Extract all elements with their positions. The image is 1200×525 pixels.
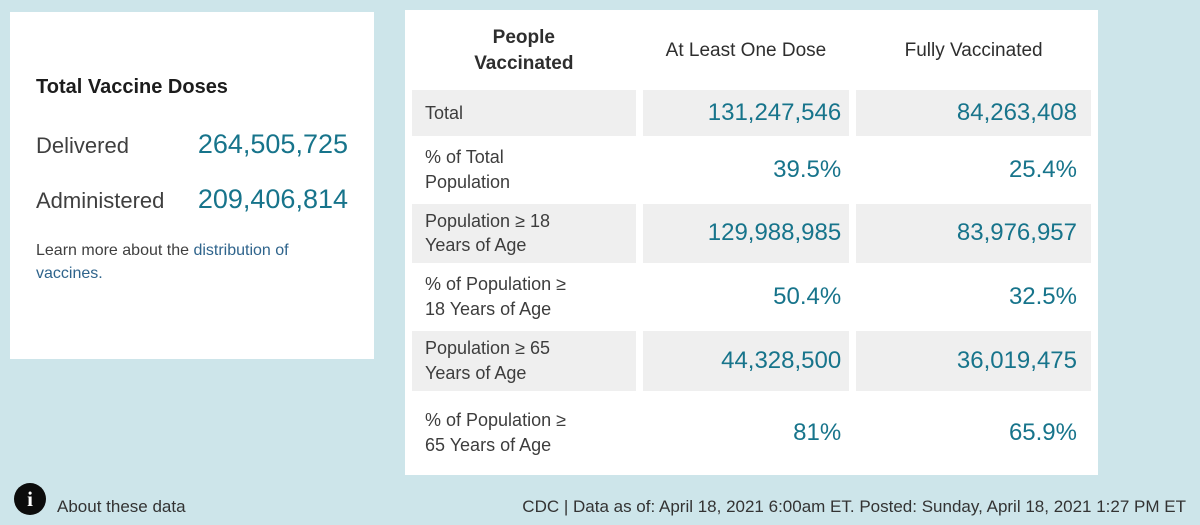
delivered-row: Delivered 264,505,725 [36, 129, 348, 160]
doses-panel-title: Total Vaccine Doses [36, 76, 228, 98]
administered-row: Administered 209,406,814 [36, 184, 348, 215]
table-row-pct-total-population: % of Total Population 39.5% 25.4% [412, 140, 1091, 200]
about-these-data-link[interactable]: About these data [57, 497, 186, 516]
one-dose-value: 44,328,500 [642, 330, 850, 391]
people-vaccinated-table: People Vaccinated At Least One Dose Full… [405, 14, 1098, 475]
row-label: % of Population ≥ 65 Years of Age [425, 409, 566, 455]
table-row-pct-population-65plus: % of Population ≥ 65 Years of Age 81% 65… [412, 395, 1091, 471]
row-label: Total [412, 90, 636, 136]
fully-vaccinated-value: 65.9% [1008, 418, 1077, 446]
row-label: % of Total Population [425, 147, 511, 192]
fully-vaccinated-value: 36,019,475 [856, 330, 1091, 391]
table-row-population-65plus: Population ≥ 65 Years of Age 44,328,500 … [412, 330, 1091, 391]
delivered-label: Delivered [36, 133, 129, 158]
fully-vaccinated-value: 32.5% [1008, 283, 1077, 311]
row-label: Population ≥ 65 Years of Age [412, 330, 636, 391]
column-header-at-least-one-dose: At Least One Dose [665, 40, 827, 62]
learn-more-prefix: Learn more about the [36, 242, 194, 259]
fully-vaccinated-value: 84,263,408 [856, 90, 1091, 136]
table-row-population-18plus: Population ≥ 18 Years of Age 129,988,985… [412, 203, 1091, 264]
table-row-pct-population-18plus: % of Population ≥ 18 Years of Age 50.4% … [412, 267, 1091, 327]
delivered-value: 264,505,725 [197, 129, 348, 159]
fully-vaccinated-value: 25.4% [1008, 155, 1077, 183]
administered-label: Administered [36, 188, 165, 213]
column-header-people-vaccinated: People Vaccinated [474, 27, 574, 74]
people-vaccinated-panel: People Vaccinated At Least One Dose Full… [405, 10, 1098, 475]
one-dose-value: 131,247,546 [642, 90, 850, 136]
fully-vaccinated-value: 83,976,957 [856, 203, 1091, 264]
distribution-of-vaccines-link[interactable]: distribution of vaccines. [36, 242, 289, 283]
one-dose-value: 129,988,985 [642, 203, 850, 264]
administered-value: 209,406,814 [197, 184, 348, 214]
table-header-row: People Vaccinated At Least One Dose Full… [412, 18, 1091, 86]
data-source-timestamp: CDC | Data as of: April 18, 2021 6:00am … [522, 497, 1186, 516]
one-dose-value: 81% [793, 418, 842, 446]
learn-more-text: Learn more about the distribution of vac… [36, 239, 348, 285]
one-dose-value: 50.4% [773, 283, 842, 311]
table-row-total: Total 131,247,546 84,263,408 [412, 90, 1091, 136]
total-vaccine-doses-panel: Total Vaccine Doses Delivered 264,505,72… [10, 12, 374, 359]
one-dose-value: 39.5% [773, 155, 842, 183]
column-header-fully-vaccinated: Fully Vaccinated [904, 40, 1043, 62]
row-label: Population ≥ 18 Years of Age [412, 203, 636, 264]
info-icon[interactable]: i [14, 483, 46, 515]
row-label: % of Population ≥ 18 Years of Age [425, 274, 566, 320]
